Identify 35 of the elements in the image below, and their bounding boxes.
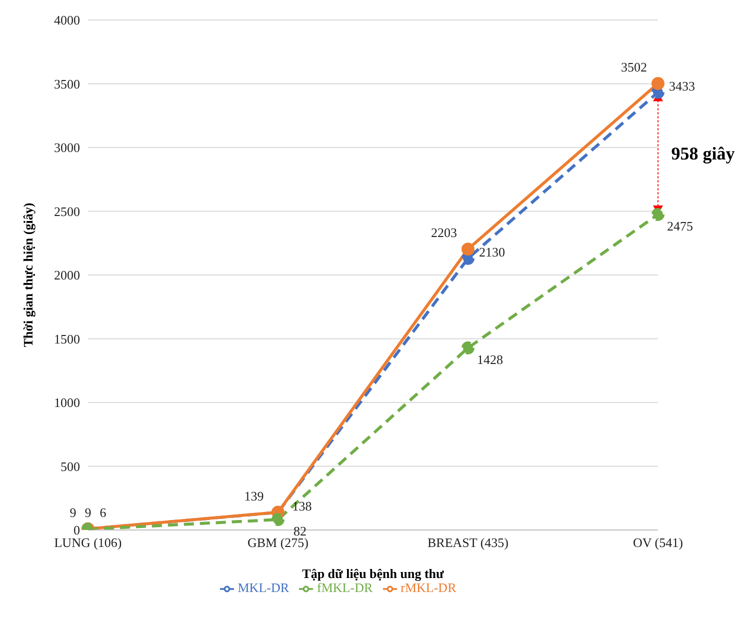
data-label: 6	[100, 505, 107, 520]
y-tick-label: 500	[60, 458, 80, 474]
y-tick-label: 4000	[54, 12, 80, 28]
y-axis-title: Thời gian thực hiện (giây)	[20, 202, 36, 348]
x-axis-title: Tập dữ liệu bệnh ung thư	[302, 566, 444, 581]
point	[652, 208, 664, 221]
legend-label: MKL-DR	[238, 580, 290, 595]
legend-label: rMKL-DR	[400, 580, 456, 595]
y-tick-label: 0	[74, 522, 80, 538]
y-tick-label: 1500	[54, 331, 80, 346]
x-tick-label: LUNG (106)	[54, 535, 122, 550]
data-label: 2203	[431, 225, 457, 240]
point	[462, 242, 474, 256]
data-label: 3433	[669, 78, 695, 94]
y-tick-label: 3500	[54, 76, 80, 92]
data-label: 9	[70, 504, 76, 520]
point	[462, 252, 474, 265]
data-label: 9	[84, 504, 92, 520]
point	[652, 76, 664, 90]
y-tick-label: 2000	[54, 268, 80, 283]
point	[272, 513, 284, 526]
data-label: 1428	[477, 352, 503, 367]
legend-label: fMKL-DR	[317, 580, 373, 595]
y-tick-label: 2500	[54, 204, 80, 219]
data-label: 2130	[479, 244, 505, 260]
data-label: 3502	[621, 59, 647, 74]
data-label: 138	[292, 498, 312, 514]
text: 958 giây	[671, 143, 735, 164]
y-tick-label: 1000	[54, 395, 80, 410]
data-label: 2475	[667, 218, 693, 234]
point	[462, 341, 474, 354]
data-label: 139	[244, 488, 264, 504]
x-tick-label: BREAST (435)	[427, 535, 509, 550]
y-tick-label: 3000	[54, 140, 80, 156]
x-tick-label: OV (541)	[633, 535, 683, 550]
